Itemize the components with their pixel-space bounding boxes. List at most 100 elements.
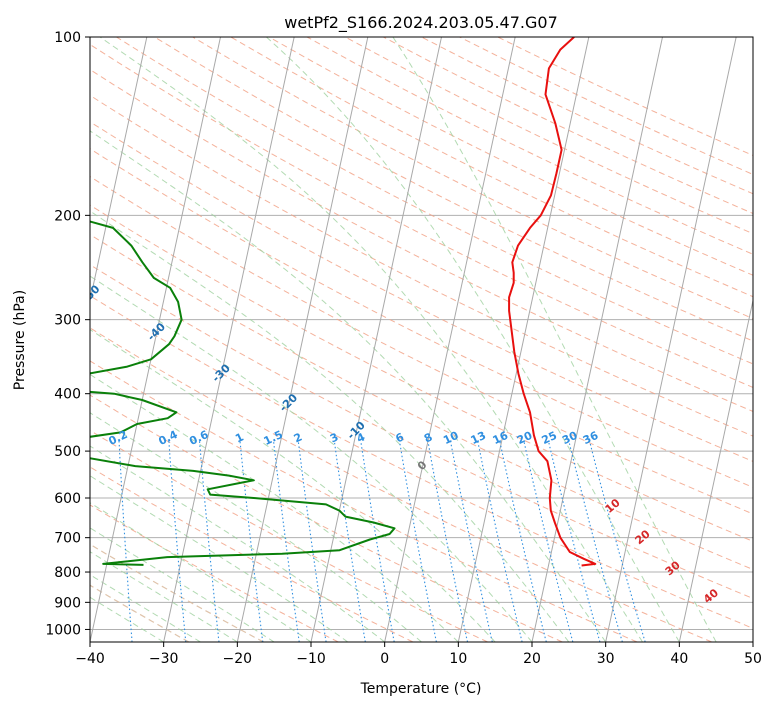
y-tick-label: 600 — [54, 491, 81, 507]
mixing-ratio-line — [239, 440, 264, 642]
y-tick-label: 800 — [54, 565, 81, 581]
isotherm — [310, 37, 442, 642]
mixing-ratio-line — [168, 440, 187, 642]
moist-adiabat — [90, 445, 385, 642]
isotherm — [163, 37, 295, 642]
moist-adiabat — [90, 328, 496, 642]
dry-adiabat — [90, 295, 753, 629]
x-tick-label: −30 — [149, 651, 179, 667]
dry-adiabats — [90, 37, 753, 642]
temperature-profile — [508, 37, 597, 567]
dry-adiabat — [90, 233, 753, 571]
dry-adiabat — [154, 37, 753, 342]
moist-adiabat — [392, 37, 717, 642]
mixing-ratio-label: 13 — [469, 429, 488, 447]
isotherm — [90, 37, 221, 642]
moist-adiabat — [99, 37, 643, 642]
x-axis-ticks: −40 −30 −20 −10 0 10 20 30 40 50 — [75, 642, 762, 667]
moist-adiabat — [90, 412, 422, 642]
isotherm — [236, 37, 369, 642]
mixing-ratio-label: 20 — [515, 429, 535, 447]
mixing-ratio-line — [547, 440, 601, 642]
y-tick-label: 200 — [54, 208, 81, 224]
y-tick-label: 700 — [54, 531, 81, 547]
dry-adiabat — [90, 94, 753, 437]
mixing-ratio-line — [499, 440, 547, 642]
dry-adiabat — [90, 175, 753, 515]
dry-adiabat — [90, 584, 190, 642]
mixing-ratio-line — [523, 440, 574, 642]
x-axis-label: Temperature (°C) — [360, 681, 482, 697]
dewpoint-profile — [90, 220, 396, 566]
sounding-series — [90, 37, 597, 567]
mixing-ratio-line — [477, 440, 523, 642]
mixing-ratio-line — [333, 440, 366, 642]
isotherm — [457, 37, 590, 642]
x-tick-label: 20 — [523, 651, 541, 667]
mixing-ratio-line — [198, 440, 220, 642]
moist-adiabat — [90, 596, 164, 642]
moist-adiabat — [90, 551, 238, 642]
moist-adiabat — [90, 527, 275, 642]
mixing-ratio-line — [297, 440, 327, 642]
x-tick-label: 30 — [597, 651, 615, 667]
mixing-ratio-lines — [118, 440, 646, 642]
dry-adiabat — [90, 204, 753, 542]
x-tick-label: 50 — [744, 651, 762, 667]
moist-adiabat — [90, 574, 201, 642]
y-tick-label: 100 — [54, 30, 81, 46]
mixing-ratio-line — [588, 440, 646, 642]
isotherm — [678, 298, 753, 642]
mixing-ratio-label: 25 — [540, 429, 559, 447]
dry-adiabat — [90, 504, 339, 642]
mixing-ratio-line — [118, 440, 133, 642]
moist-adiabat — [90, 373, 459, 642]
moist-adiabat — [90, 475, 349, 642]
x-tick-label: −10 — [296, 651, 326, 667]
moist-adiabat — [90, 275, 533, 642]
dry-adiabat — [90, 360, 638, 642]
y-tick-label: 500 — [54, 444, 81, 460]
chart-title: wetPf2_S166.2024.203.05.47.G07 — [284, 13, 558, 33]
mixing-ratio-line — [427, 440, 469, 642]
dry-adiabat — [90, 466, 414, 642]
isotherm — [384, 37, 516, 642]
dry-adiabat — [230, 37, 753, 298]
dry-adiabat — [90, 327, 712, 642]
mixing-ratio-line — [398, 440, 437, 642]
mixing-ratio-line — [360, 440, 395, 642]
mixing-ratio-line — [449, 440, 493, 642]
mixing-ratio-label: 36 — [581, 429, 601, 447]
mixing-ratio-label: 10 — [441, 429, 461, 447]
moist-adiabat — [90, 210, 570, 642]
y-axis-ticks: 100 200 300 400 500 600 700 800 900 1000 — [45, 30, 90, 638]
x-tick-label: 10 — [449, 651, 467, 667]
mixing-ratio-label: 30 — [560, 429, 580, 447]
y-tick-label: 900 — [54, 595, 81, 611]
y-axis-label: Pressure (hPa) — [12, 290, 28, 390]
plot-frame — [89, 36, 754, 643]
mixing-ratio-line — [568, 440, 623, 642]
x-tick-label: −20 — [223, 651, 253, 667]
x-tick-label: −40 — [75, 651, 105, 667]
dry-adiabat — [90, 394, 563, 642]
isotherm — [90, 37, 148, 303]
x-tick-label: 0 — [380, 651, 389, 667]
moist-adiabat — [90, 130, 607, 642]
moist-adiabat — [90, 502, 312, 642]
y-tick-label: 400 — [54, 387, 81, 403]
isotherms — [90, 37, 753, 642]
dry-adiabat — [116, 37, 753, 365]
mixing-ratio-label: 16 — [491, 429, 511, 447]
dry-adiabat — [90, 121, 753, 462]
x-tick-label: 40 — [670, 651, 688, 667]
plot-area: -100-90-80-70-60-50-40-30-20-1000.10.20.… — [90, 37, 753, 642]
mixing-ratio-line — [272, 440, 300, 642]
y-tick-label: 300 — [54, 313, 81, 329]
moist-adiabats — [90, 37, 717, 642]
dry-adiabat — [90, 264, 753, 600]
isotherm — [605, 37, 737, 642]
pressure-gridlines — [90, 37, 753, 630]
y-tick-label: 1000 — [45, 622, 81, 638]
